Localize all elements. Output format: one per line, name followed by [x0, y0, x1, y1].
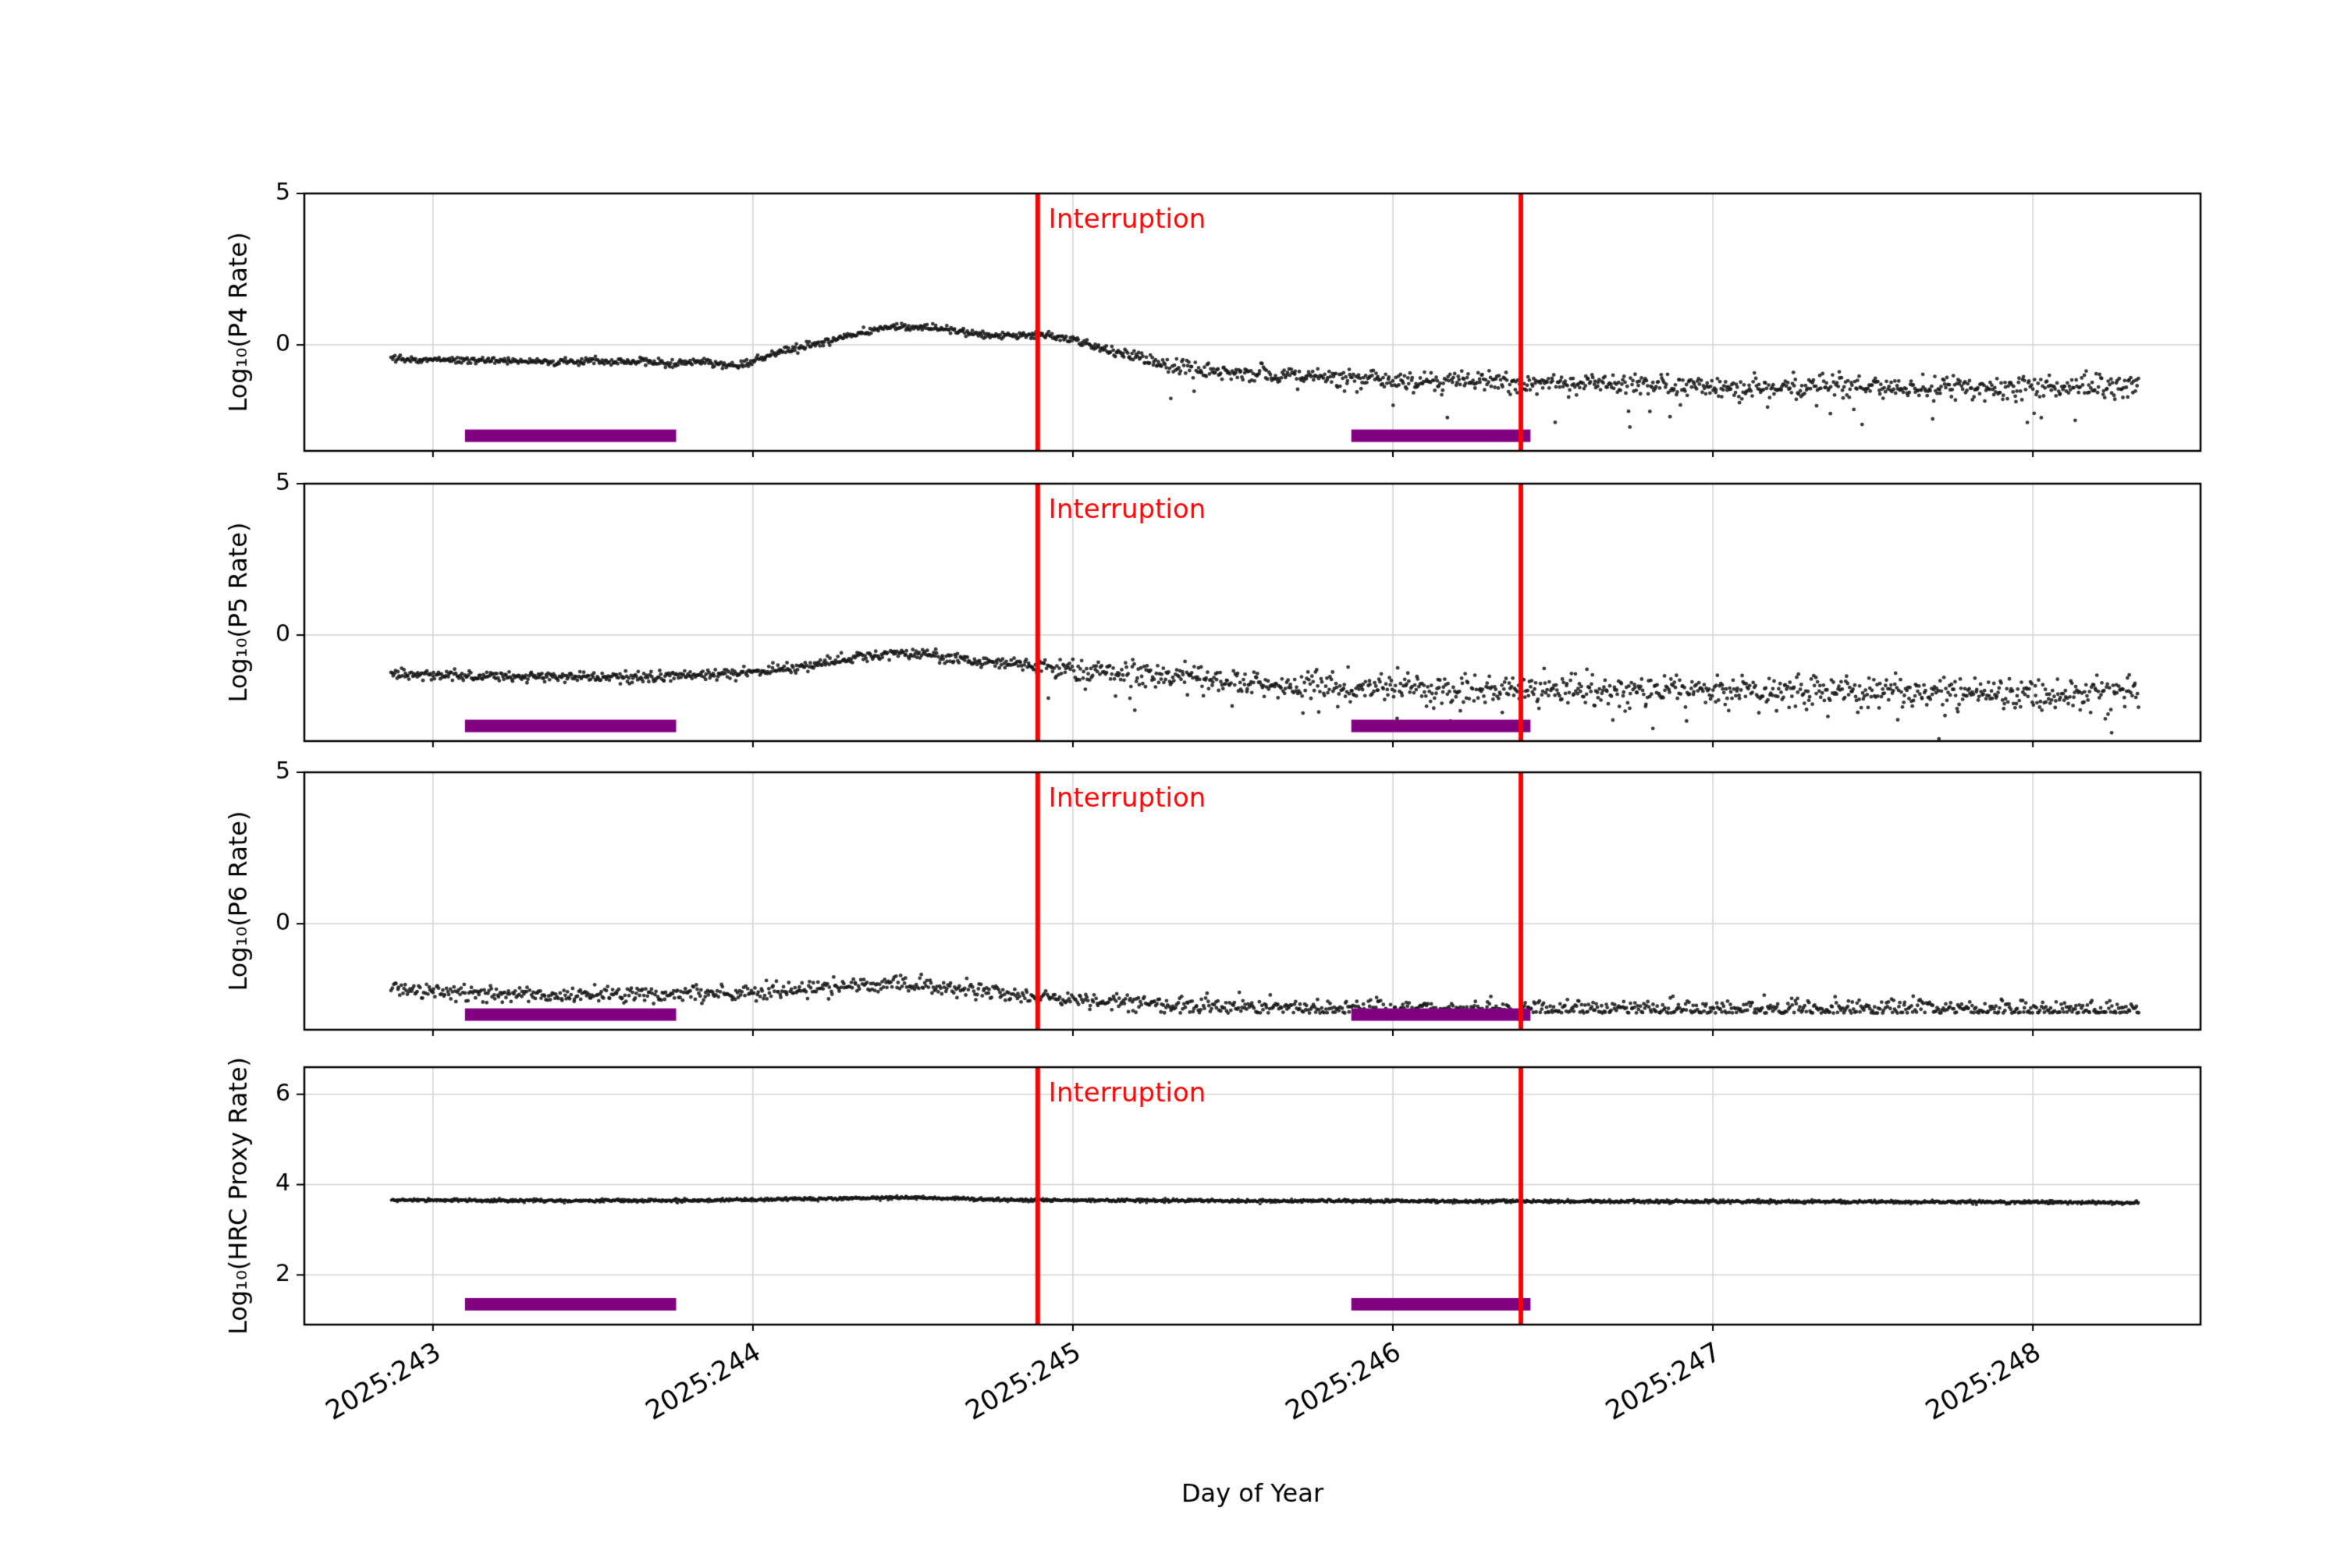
rates-chart-canvas [0, 0, 2341, 1568]
multi-panel-rate-figure [0, 0, 2341, 1568]
